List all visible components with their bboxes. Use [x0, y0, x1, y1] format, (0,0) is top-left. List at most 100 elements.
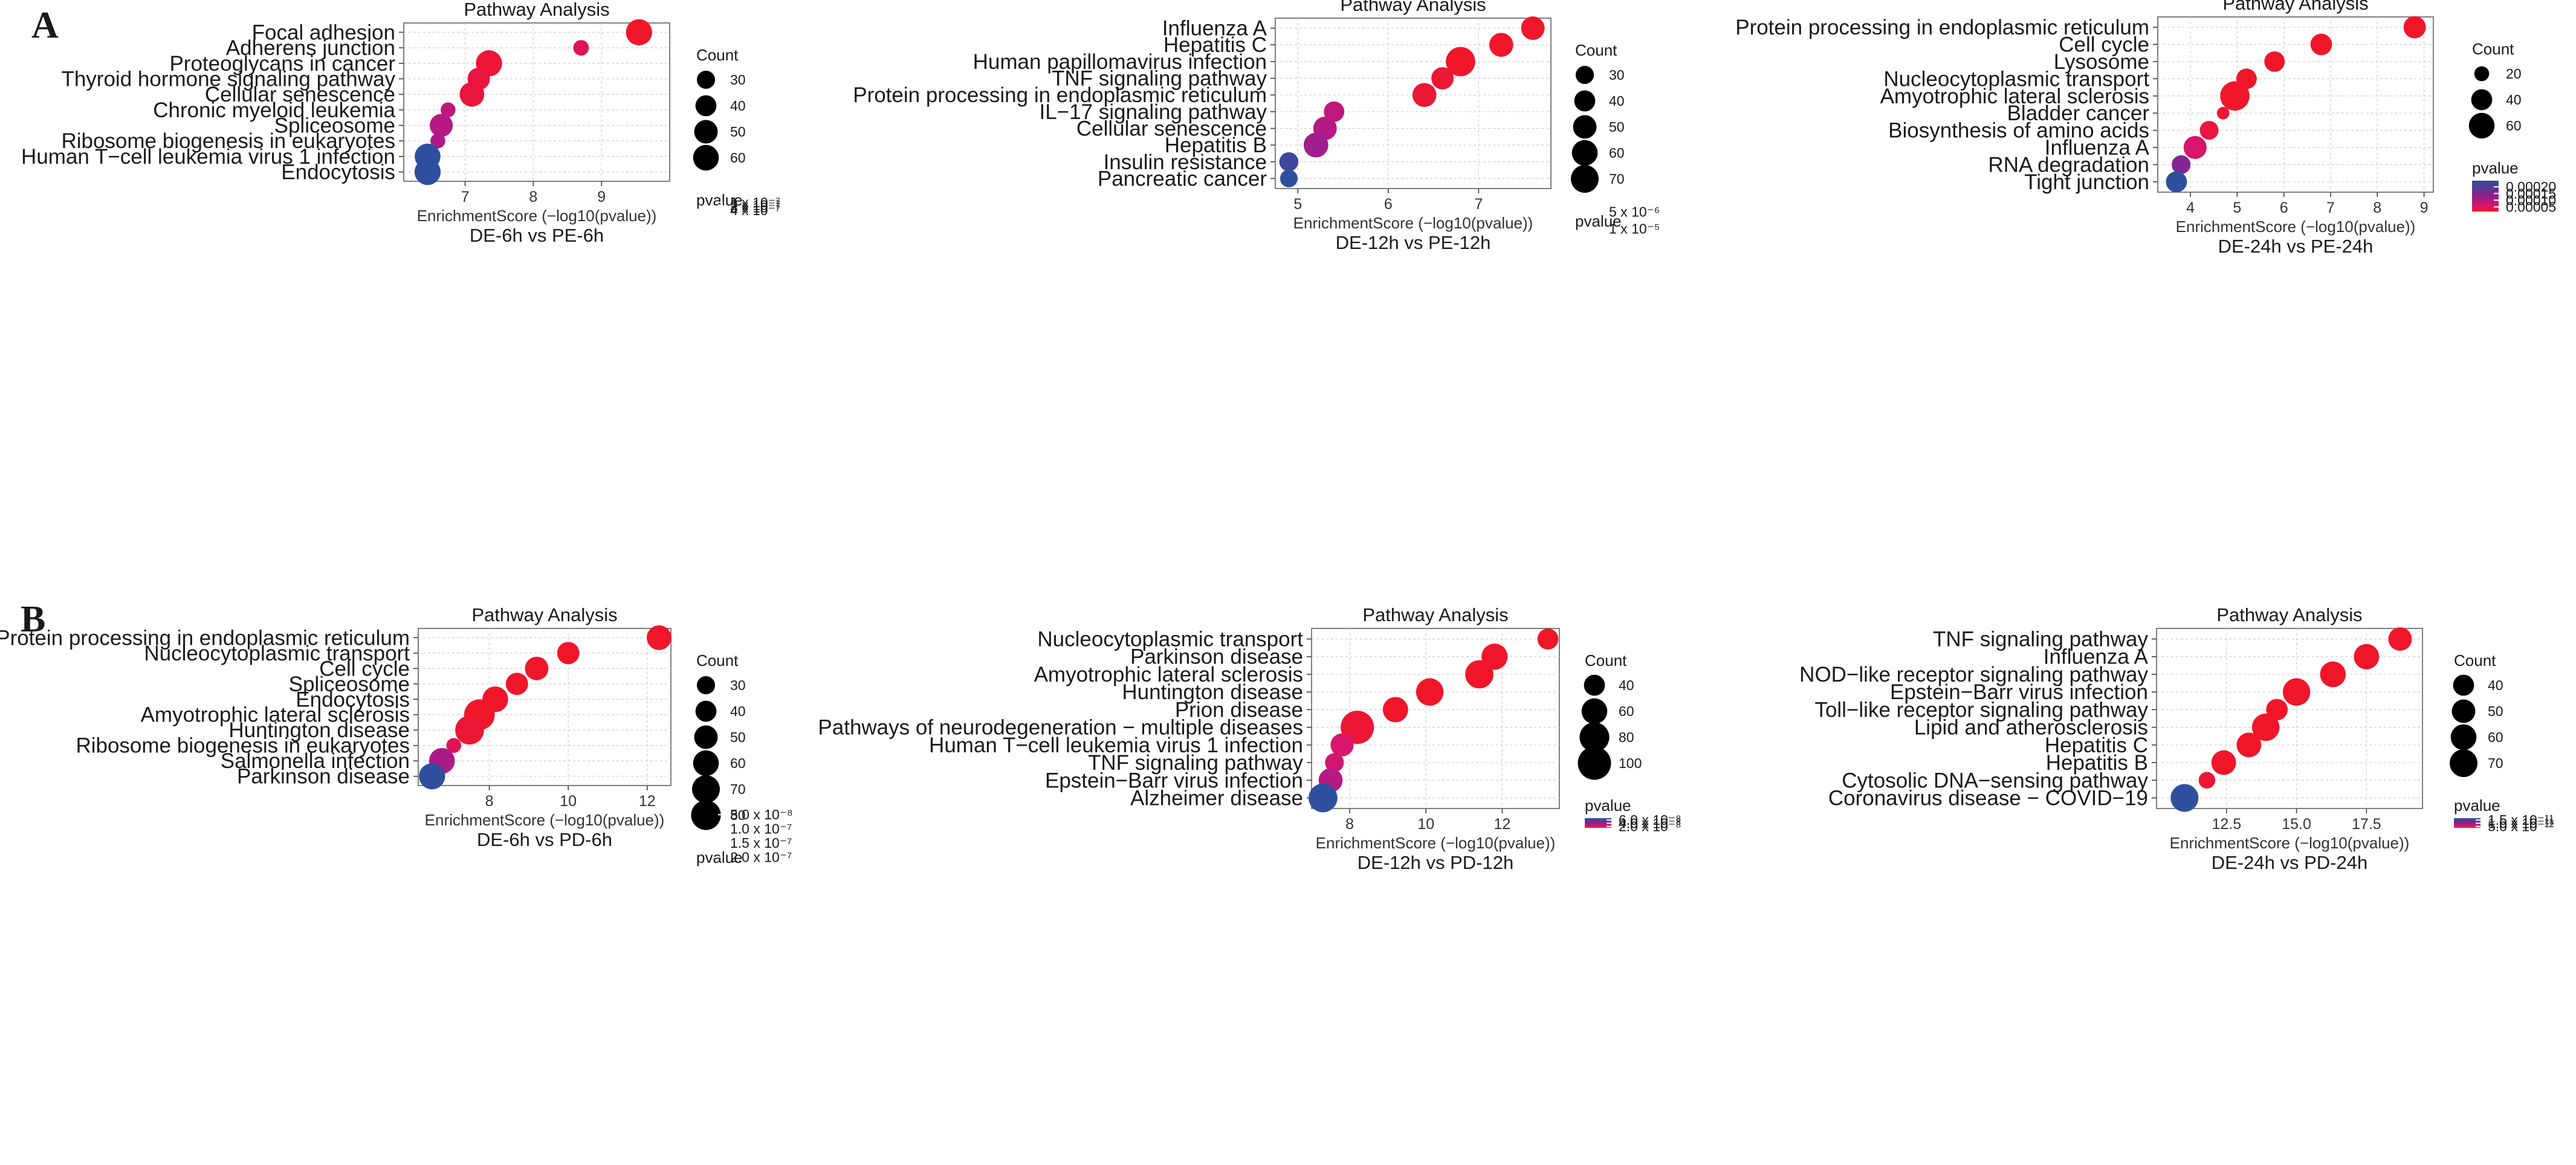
count-legend-label: 40	[730, 703, 746, 719]
count-legend-dot	[1581, 698, 1608, 724]
x-axis-label: EnrichmentScore (−log10(pvalue))	[2170, 834, 2410, 852]
x-tick-label: 10	[1417, 816, 1434, 833]
chart-title: Pathway Analysis	[1340, 0, 1486, 15]
data-point	[557, 642, 580, 665]
x-tick-label: 8	[1345, 816, 1354, 833]
pvalue-legend-label: 5.0 x 10⁻⁸	[730, 807, 793, 822]
chart-title: Pathway Analysis	[464, 0, 609, 20]
pvalue-legend-label: 1.0 x 10⁻⁷	[730, 821, 792, 837]
data-point	[1465, 660, 1493, 689]
data-point	[414, 158, 441, 186]
pathway-label: TNF signaling pathway	[1052, 67, 1267, 91]
count-legend-dot	[1573, 115, 1597, 139]
pathway-label: Thyroid hormone signaling pathway	[61, 67, 395, 91]
data-point	[2166, 171, 2187, 193]
count-legend-label: 20	[2506, 66, 2522, 82]
data-point	[2282, 678, 2311, 706]
count-legend-label: 30	[730, 72, 746, 88]
count-legend-dot	[2451, 699, 2476, 723]
pathway-label: Toll−like receptor signaling pathway	[1814, 698, 2148, 721]
count-legend-title: Count	[1585, 651, 1627, 670]
x-tick-label: 6	[1384, 196, 1393, 213]
pathway-label: Tight junction	[2024, 170, 2149, 194]
count-legend-label: 60	[730, 755, 746, 771]
count-legend-label: 70	[730, 781, 746, 797]
pathway-label: Ribosome biogenesis in eukaryotes	[61, 129, 395, 153]
pathway-label: Human papillomavirus infection	[973, 50, 1267, 74]
count-legend-label: 40	[2506, 92, 2522, 108]
data-point	[626, 19, 652, 46]
data-point	[1325, 753, 1344, 772]
chart-6: 12.5 15.0 17.5 TNF signaling pathwayInfluen…	[1799, 604, 2554, 873]
pathway-label: Hepatitis C	[2045, 734, 2148, 757]
x-tick-label: 6	[2280, 199, 2288, 216]
pathway-label: Nucleocytoplasmic transport	[1037, 628, 1303, 651]
x-tick-label: 8	[2373, 199, 2381, 216]
chart-title: Pathway Analysis	[471, 604, 617, 625]
x-axis-label: EnrichmentScore (−log10(pvalue))	[2176, 218, 2416, 236]
pathway-label: Lipid and atherosclerosis	[1914, 716, 2148, 740]
pathway-label: Protein processing in endoplasmic reticu…	[853, 83, 1267, 107]
count-legend-label: 30	[730, 677, 746, 693]
count-legend-label: 80	[1619, 729, 1634, 745]
count-legend-label: 70	[2488, 755, 2503, 771]
count-legend-title: Count	[1575, 41, 1617, 59]
count-legend-label: 50	[1609, 119, 1625, 135]
count-legend-dot	[694, 725, 718, 749]
pvalue-legend-label: 6.0 x 10⁻⁸	[1619, 812, 1681, 828]
data-point	[573, 40, 589, 56]
pathway-label: Adherens junction	[226, 36, 395, 60]
data-point	[2310, 33, 2332, 56]
plot-frame	[2157, 16, 2434, 193]
pvalue-legend-title: pvalue	[2454, 796, 2500, 815]
data-point	[2354, 644, 2380, 670]
pvalue-legend-label: 0.00010	[2506, 192, 2556, 208]
pathway-label: Protein processing in endoplasmic reticu…	[1735, 16, 2149, 39]
data-point	[2403, 16, 2426, 39]
pathway-label: Biosynthesis of amino acids	[1888, 119, 2149, 143]
data-point	[647, 625, 672, 650]
pvalue-legend-label: 3 x 10⁻⁷	[730, 200, 780, 216]
count-legend-dot	[691, 800, 721, 830]
data-point	[2320, 661, 2346, 688]
count-legend-label: 70	[1609, 171, 1625, 187]
pathway-label: Cell cycle	[319, 657, 410, 680]
pvalue-legend-label: 2.0 x 10⁻⁷	[730, 849, 792, 865]
data-point	[1303, 132, 1328, 158]
count-legend-label: 40	[1619, 677, 1634, 693]
pvalue-legend-title: pvalue	[1575, 212, 1622, 230]
count-legend-dot	[1570, 164, 1599, 193]
pathway-label: Parkinson disease	[237, 765, 410, 789]
pathway-label: Proteoglycans in cancer	[169, 52, 395, 76]
pathway-label: Bladder cancer	[2007, 102, 2150, 125]
comparison-label: DE-12h vs PE-12h	[1336, 232, 1491, 253]
plot-frame	[418, 628, 672, 786]
data-point	[1537, 628, 1559, 650]
count-legend-dot	[1575, 65, 1594, 85]
x-tick-label: 12.5	[2212, 816, 2241, 833]
pathway-label: Alzheimer disease	[1130, 786, 1303, 810]
chart-title: Pathway Analysis	[1362, 604, 1508, 625]
pathway-label: NOD−like receptor signaling pathway	[1799, 663, 2148, 686]
pathway-label: Coronavirus disease − COVID−19	[1828, 786, 2148, 810]
count-legend-dot	[2474, 66, 2490, 82]
pathway-label: Influenza A	[2044, 645, 2149, 669]
pathway-label: Pancreatic cancer	[1098, 167, 1267, 190]
x-tick-label: 7	[2326, 199, 2335, 216]
pathway-label: Nucleocytoplasmic transport	[1883, 67, 2149, 91]
count-legend-dot	[693, 750, 719, 776]
pvalue-legend-label: 4.0 x 10⁻⁸	[1619, 815, 1681, 831]
pvalue-colorbar	[2454, 818, 2481, 828]
data-point	[2211, 750, 2236, 775]
count-legend-dot	[1579, 722, 1610, 752]
pathway-label: Amyotrophic lateral sclerosis	[1880, 85, 2149, 108]
comparison-label: DE-12h vs PD-12h	[1358, 852, 1513, 873]
data-point	[446, 738, 462, 754]
data-point	[1416, 678, 1444, 706]
count-legend-label: 60	[1609, 145, 1625, 161]
chart-title: Pathway Analysis	[2216, 604, 2362, 625]
pvalue-legend-label: 0.00020	[2506, 179, 2556, 195]
pathway-label: Endocytosis	[296, 688, 410, 711]
pathway-label: Pathways of neurodegeneration − multiple…	[818, 716, 1303, 740]
